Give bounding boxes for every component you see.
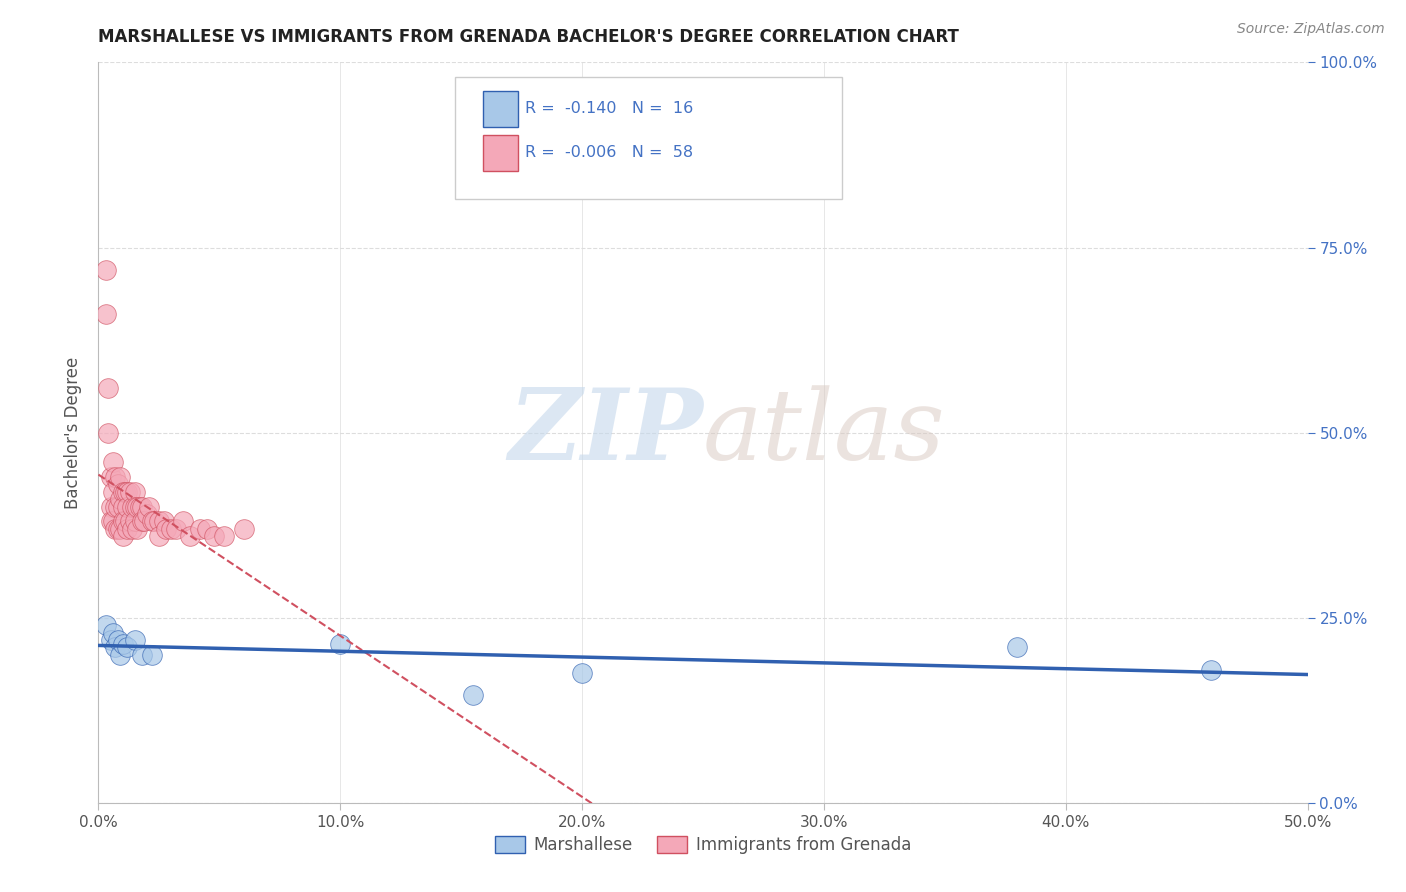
Point xyxy=(127,522,149,536)
Point xyxy=(107,500,129,514)
FancyBboxPatch shape xyxy=(482,135,517,171)
Point xyxy=(124,500,146,514)
Point xyxy=(143,515,166,529)
FancyBboxPatch shape xyxy=(482,91,517,127)
Point xyxy=(152,515,174,529)
Point xyxy=(104,640,127,655)
Point xyxy=(117,500,139,514)
Point xyxy=(121,500,143,514)
Point xyxy=(195,522,218,536)
Point xyxy=(118,515,141,529)
Text: Source: ZipAtlas.com: Source: ZipAtlas.com xyxy=(1237,22,1385,37)
Point xyxy=(571,666,593,681)
Point xyxy=(104,470,127,484)
Point xyxy=(179,529,201,543)
Point xyxy=(101,625,124,640)
Point xyxy=(138,500,160,514)
Point xyxy=(108,470,131,484)
Point xyxy=(165,522,187,536)
Point xyxy=(148,529,170,543)
Point xyxy=(97,425,120,440)
Point xyxy=(124,515,146,529)
Point xyxy=(160,522,183,536)
Text: MARSHALLESE VS IMMIGRANTS FROM GRENADA BACHELOR'S DEGREE CORRELATION CHART: MARSHALLESE VS IMMIGRANTS FROM GRENADA B… xyxy=(98,28,959,45)
Point xyxy=(172,515,194,529)
Point xyxy=(111,529,134,543)
Point xyxy=(188,522,211,536)
Point xyxy=(124,632,146,647)
Point xyxy=(127,500,149,514)
Point xyxy=(100,515,122,529)
Point xyxy=(118,484,141,499)
Point xyxy=(463,689,485,703)
Point xyxy=(111,637,134,651)
Point xyxy=(111,484,134,499)
Point xyxy=(1199,663,1222,677)
Point xyxy=(114,515,136,529)
Point xyxy=(212,529,235,543)
Point xyxy=(329,637,352,651)
Point xyxy=(141,515,163,529)
Point xyxy=(117,640,139,655)
Point xyxy=(108,522,131,536)
Point xyxy=(155,522,177,536)
Point xyxy=(107,522,129,536)
Text: R =  -0.006   N =  58: R = -0.006 N = 58 xyxy=(526,145,693,161)
Point xyxy=(148,515,170,529)
Text: ZIP: ZIP xyxy=(508,384,703,481)
Point xyxy=(101,455,124,469)
Point xyxy=(100,632,122,647)
Point xyxy=(204,529,226,543)
Text: R =  -0.140   N =  16: R = -0.140 N = 16 xyxy=(526,101,693,116)
Point xyxy=(94,618,117,632)
Point xyxy=(100,500,122,514)
Point xyxy=(131,648,153,662)
Point xyxy=(111,500,134,514)
Point xyxy=(131,515,153,529)
Point xyxy=(101,484,124,499)
Point xyxy=(108,492,131,507)
Point xyxy=(100,470,122,484)
Point xyxy=(124,484,146,499)
Point xyxy=(1007,640,1029,655)
Point xyxy=(232,522,254,536)
Legend: Marshallese, Immigrants from Grenada: Marshallese, Immigrants from Grenada xyxy=(488,830,918,861)
Point xyxy=(104,500,127,514)
Point xyxy=(111,515,134,529)
Point xyxy=(101,515,124,529)
Point xyxy=(134,515,156,529)
Point xyxy=(94,262,117,277)
Point xyxy=(114,484,136,499)
FancyBboxPatch shape xyxy=(456,78,842,200)
Text: atlas: atlas xyxy=(703,385,946,480)
Point xyxy=(128,500,150,514)
Point xyxy=(141,648,163,662)
Point xyxy=(117,522,139,536)
Point xyxy=(131,500,153,514)
Point xyxy=(117,484,139,499)
Point xyxy=(121,522,143,536)
Point xyxy=(104,522,127,536)
Y-axis label: Bachelor's Degree: Bachelor's Degree xyxy=(65,357,83,508)
Point xyxy=(97,381,120,395)
Point xyxy=(107,477,129,491)
Point xyxy=(94,307,117,321)
Point xyxy=(108,648,131,662)
Point xyxy=(135,507,157,521)
Point xyxy=(107,632,129,647)
